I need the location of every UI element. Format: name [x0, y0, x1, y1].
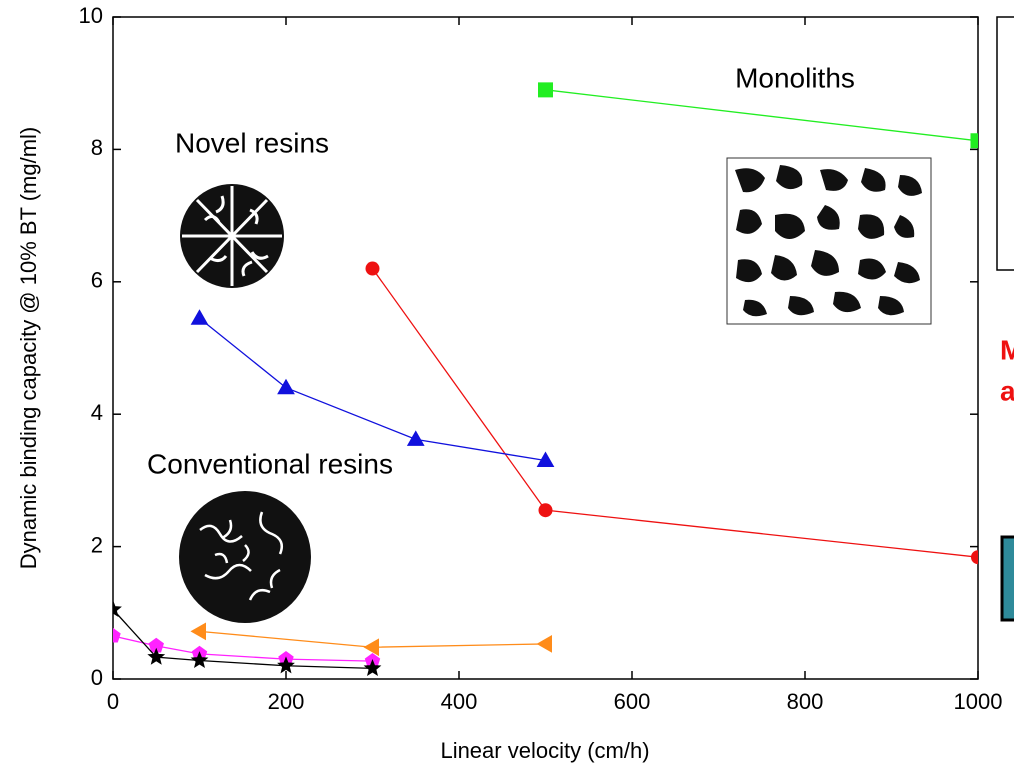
- marker: [365, 261, 380, 276]
- marker: [406, 430, 425, 446]
- y-tick-label: 0: [91, 665, 103, 690]
- marker: [147, 647, 166, 665]
- annotation: a: [1000, 375, 1014, 406]
- marker: [971, 550, 978, 565]
- y-axis-label: Dynamic binding capacity @ 10% BT (mg/ml…: [16, 127, 41, 570]
- series-line: [545, 89, 978, 142]
- annotation: M: [1000, 334, 1014, 365]
- marker: [538, 82, 553, 98]
- monolith-texture: [726, 157, 932, 325]
- y-tick-label: 2: [91, 532, 103, 557]
- panel-box: [1000, 535, 1014, 622]
- marker: [363, 659, 382, 676]
- y-tick-label: 8: [91, 135, 103, 160]
- x-tick-label: 1000: [954, 689, 1003, 714]
- annotation: Novel resins: [175, 127, 329, 158]
- marker: [277, 378, 295, 395]
- marker: [113, 600, 122, 618]
- x-tick-label: 200: [268, 689, 305, 714]
- marker: [536, 451, 555, 468]
- marker: [970, 133, 978, 149]
- conventional-resin-texture: [179, 491, 311, 623]
- y-tick-label: 10: [79, 3, 103, 28]
- x-tick-label: 0: [107, 689, 119, 714]
- plot-frame: [112, 16, 979, 680]
- x-axis-label: Linear velocity (cm/h): [440, 738, 649, 763]
- plot-area: [113, 82, 978, 676]
- series-line: [199, 317, 546, 462]
- annotation: Conventional resins: [147, 448, 393, 479]
- marker: [113, 627, 121, 643]
- x-tick-label: 600: [614, 689, 651, 714]
- marker: [538, 503, 553, 518]
- novel-resin-texture: [180, 184, 284, 288]
- annotation: Monoliths: [735, 62, 855, 93]
- y-tick-label: 4: [91, 400, 103, 425]
- marker: [190, 309, 209, 325]
- legend-box: [996, 16, 1014, 271]
- x-tick-label: 800: [787, 689, 824, 714]
- x-tick-label: 400: [441, 689, 478, 714]
- marker: [536, 635, 552, 653]
- marker: [190, 651, 209, 669]
- marker: [277, 656, 295, 674]
- marker: [363, 638, 379, 657]
- y-tick-label: 6: [91, 268, 103, 293]
- marker: [190, 622, 206, 641]
